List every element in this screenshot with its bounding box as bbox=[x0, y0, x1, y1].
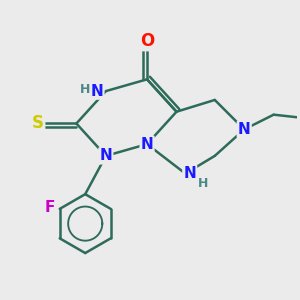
Text: N: N bbox=[100, 148, 112, 164]
Text: S: S bbox=[32, 115, 44, 133]
Text: N: N bbox=[238, 122, 250, 137]
Text: O: O bbox=[140, 32, 154, 50]
Text: N: N bbox=[183, 166, 196, 181]
Text: F: F bbox=[44, 200, 55, 215]
Text: N: N bbox=[91, 84, 103, 99]
Text: H: H bbox=[80, 83, 90, 96]
Text: N: N bbox=[141, 136, 153, 152]
Text: H: H bbox=[198, 177, 208, 190]
